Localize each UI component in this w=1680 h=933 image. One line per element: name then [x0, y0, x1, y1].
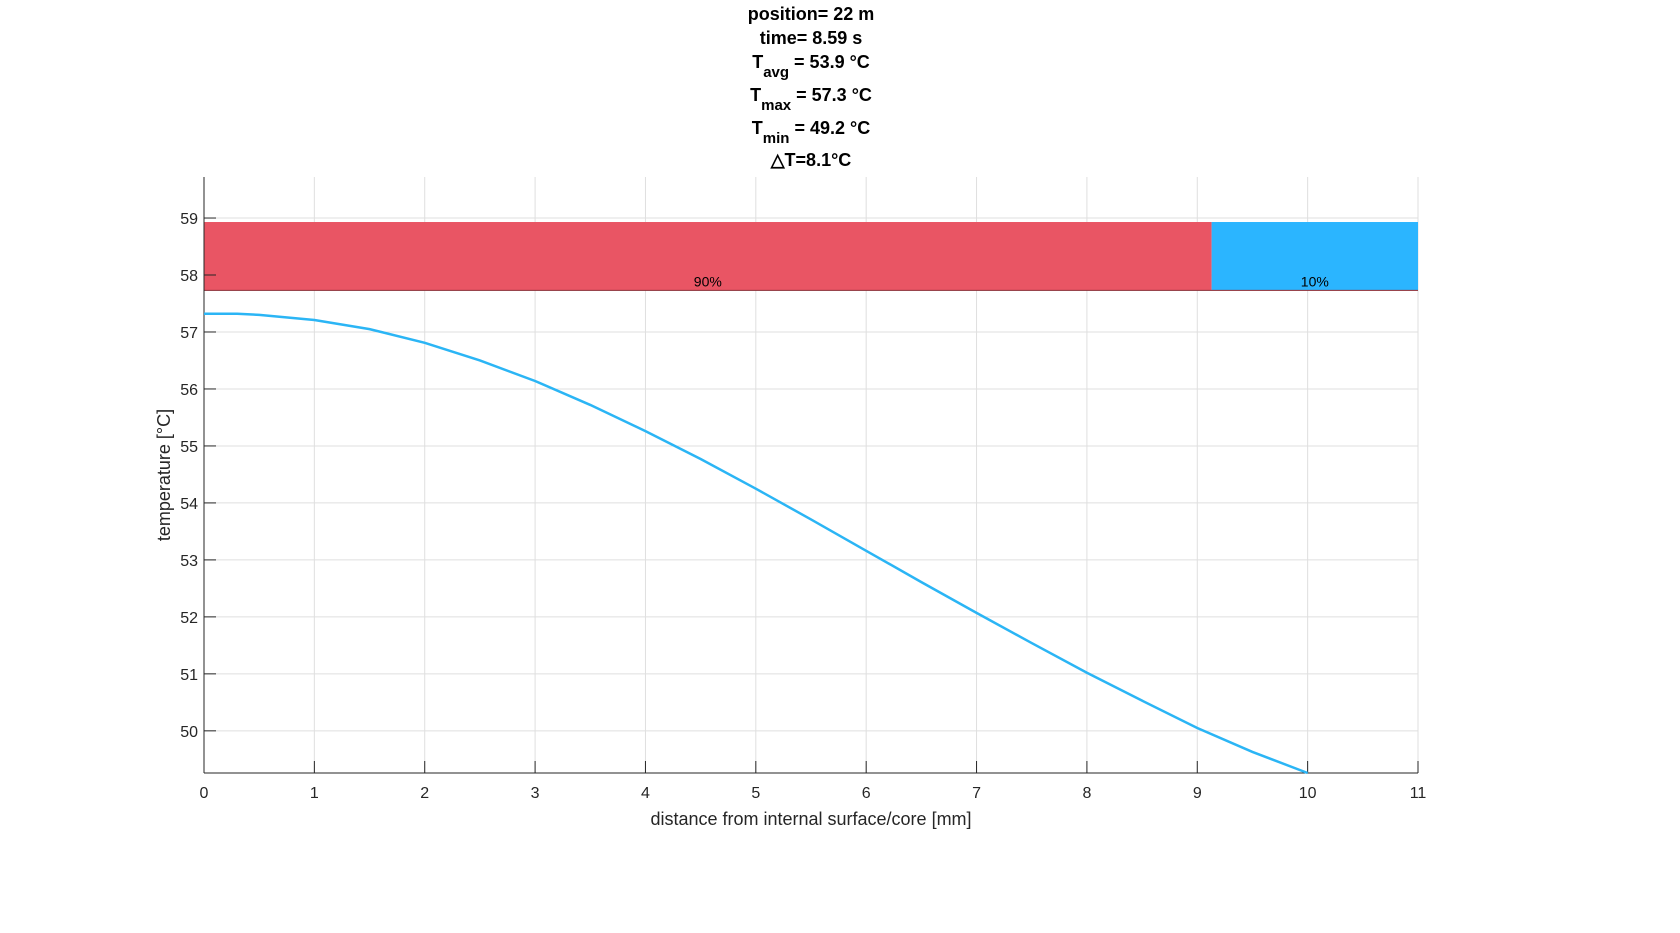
y-tick-label: 52: [180, 610, 198, 627]
x-tick-label: 5: [751, 785, 760, 802]
y-tick-label: 53: [180, 553, 198, 570]
x-tick-label: 7: [972, 785, 981, 802]
title-line: position= 22 m: [748, 4, 875, 24]
title-line: Tmin = 49.2 °C: [752, 118, 870, 147]
x-tick-label: 9: [1193, 785, 1202, 802]
x-tick-label: 2: [420, 785, 429, 802]
y-tick-label: 58: [180, 268, 198, 285]
x-tick-label: 4: [641, 785, 650, 802]
series-line: [204, 312, 1309, 775]
x-axis-label: distance from internal surface/core [mm]: [650, 809, 971, 829]
y-tick-label: 50: [180, 724, 198, 741]
title-line: time= 8.59 s: [760, 28, 863, 48]
y-tick-label: 54: [180, 496, 198, 513]
title-line: △T=8.1°C: [770, 150, 852, 170]
x-tick-label: 10: [1299, 785, 1317, 802]
title-line: Tavg = 53.9 °C: [752, 52, 870, 81]
y-tick-label: 56: [180, 382, 198, 399]
x-tick-label: 6: [862, 785, 871, 802]
band-segment: [204, 222, 1212, 291]
band-label: 90%: [694, 273, 722, 289]
x-tick-label: 8: [1082, 785, 1091, 802]
band-segment: [1211, 222, 1418, 291]
x-tick-label: 1: [310, 785, 319, 802]
x-tick-label: 3: [531, 785, 540, 802]
x-tick-label: 0: [200, 785, 209, 802]
band-label: 10%: [1301, 273, 1329, 289]
y-tick-label: 55: [180, 439, 198, 456]
y-tick-label: 59: [180, 211, 198, 228]
y-axis-label: temperature [°C]: [154, 409, 174, 541]
x-tick-label: 11: [1410, 785, 1427, 802]
y-tick-label: 57: [180, 325, 198, 342]
title-line: Tmax = 57.3 °C: [750, 85, 872, 114]
y-tick-label: 51: [180, 667, 198, 684]
